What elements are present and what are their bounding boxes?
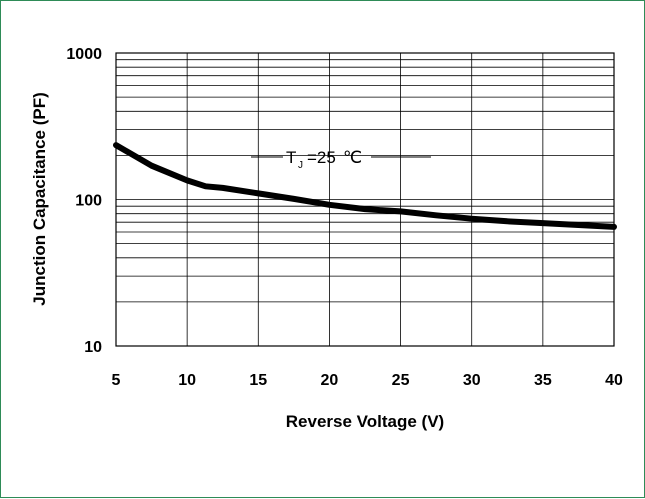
x-tick-label: 5 [112,372,121,389]
x-tick-label: 35 [534,372,552,389]
capacitance-curve [113,142,617,230]
y-tick-label: 100 [75,193,102,210]
annotation-eq: =25 [307,148,336,167]
x-axis-label: Reverse Voltage (V) [286,412,444,431]
y-axis-label: Junction Capacitance (PF) [30,92,49,305]
annotation-unit: ℃ [343,148,362,167]
x-tick-label: 40 [605,372,623,389]
x-tick-labels: 5 10 15 20 25 30 35 40 [112,372,623,389]
annotation-t: T [286,148,296,167]
y-tick-label: 1000 [66,46,102,63]
plot-area [115,52,615,347]
y-tick-label: 10 [84,339,102,356]
x-tick-label: 25 [392,372,410,389]
x-tick-label: 15 [249,372,267,389]
x-tick-label: 20 [321,372,339,389]
temperature-annotation: T J =25 ℃ [251,148,431,171]
x-tick-label: 10 [178,372,196,389]
x-tick-label: 30 [463,372,481,389]
annotation-sub: J [298,160,303,171]
grid [115,52,615,347]
y-tick-labels: 10 100 1000 [66,46,102,356]
